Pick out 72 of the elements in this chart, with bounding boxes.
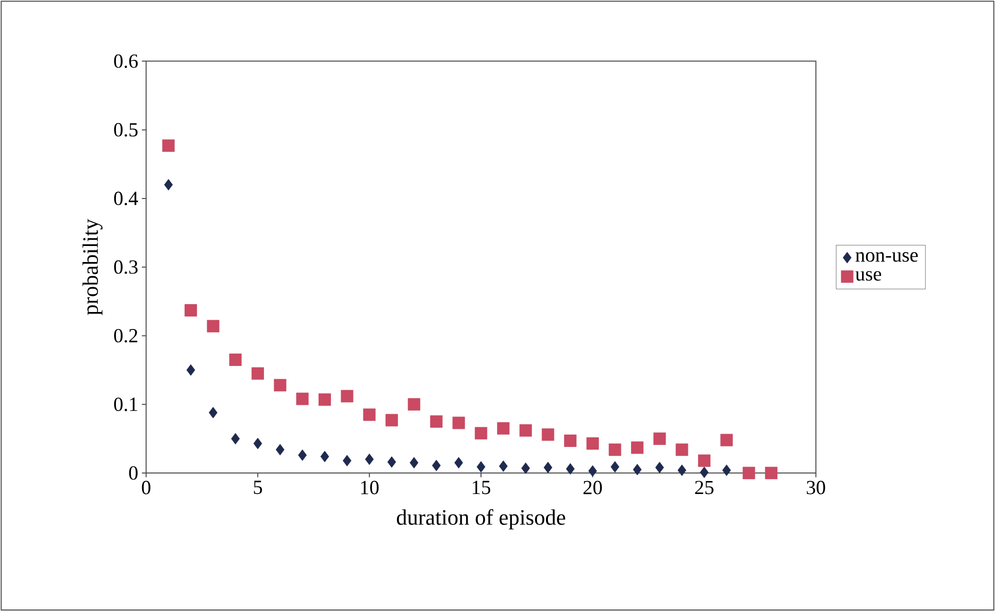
point bbox=[720, 434, 733, 446]
point bbox=[521, 462, 530, 474]
point bbox=[566, 463, 575, 475]
point bbox=[342, 454, 352, 466]
y-tick-label: 0.1 bbox=[114, 398, 138, 412]
point bbox=[430, 415, 443, 428]
legend-label: non-use bbox=[856, 252, 918, 262]
point bbox=[274, 378, 286, 392]
point bbox=[387, 456, 396, 468]
point bbox=[410, 456, 418, 468]
point bbox=[408, 398, 420, 410]
point bbox=[742, 466, 756, 480]
point bbox=[432, 460, 441, 472]
point bbox=[655, 462, 664, 474]
point bbox=[698, 454, 710, 467]
point bbox=[454, 456, 464, 468]
point bbox=[164, 178, 173, 190]
point bbox=[231, 432, 240, 444]
point bbox=[253, 438, 262, 450]
point bbox=[610, 461, 620, 472]
point bbox=[296, 392, 309, 405]
point bbox=[298, 449, 307, 461]
y-tick-label: 0.5 bbox=[114, 122, 138, 137]
x-axis-title: duration of episode bbox=[396, 509, 566, 530]
point bbox=[476, 461, 486, 472]
point bbox=[497, 422, 510, 435]
point bbox=[184, 304, 197, 316]
point bbox=[676, 443, 688, 456]
point bbox=[206, 320, 220, 332]
x-tick-label: 25 bbox=[695, 480, 714, 494]
x-tick-label: 20 bbox=[584, 480, 602, 494]
point bbox=[162, 139, 175, 152]
point bbox=[208, 406, 218, 418]
point bbox=[186, 364, 196, 376]
point bbox=[542, 428, 554, 441]
point bbox=[363, 408, 376, 421]
point bbox=[544, 462, 552, 474]
point bbox=[588, 465, 597, 477]
point bbox=[452, 416, 465, 430]
point bbox=[386, 414, 398, 426]
point bbox=[586, 437, 599, 450]
y-tick-label: 0.4 bbox=[114, 192, 138, 206]
legend-label: use bbox=[855, 271, 882, 281]
point bbox=[564, 434, 577, 447]
point bbox=[700, 466, 709, 478]
point bbox=[765, 466, 778, 480]
x-tick-label: 10 bbox=[361, 480, 379, 494]
y-axis-title: probability bbox=[82, 218, 102, 315]
point bbox=[608, 443, 622, 456]
point bbox=[474, 426, 488, 440]
point bbox=[519, 424, 532, 437]
x-tick-label: 30 bbox=[806, 480, 826, 494]
y-tick-label: 0.6 bbox=[114, 54, 138, 68]
point bbox=[631, 441, 644, 454]
y-tick-label: 0 bbox=[129, 466, 138, 480]
point bbox=[678, 464, 686, 476]
x-tick-label: 0 bbox=[142, 480, 150, 494]
point bbox=[318, 393, 331, 406]
point bbox=[276, 444, 284, 456]
point bbox=[252, 367, 264, 380]
point bbox=[229, 353, 242, 366]
point bbox=[499, 460, 508, 472]
y-tick-label: 0.2 bbox=[114, 328, 138, 342]
point bbox=[365, 454, 374, 465]
y-tick-label: 0.3 bbox=[114, 260, 138, 274]
point bbox=[320, 450, 330, 462]
point bbox=[653, 432, 666, 445]
x-tick-label: 5 bbox=[254, 480, 262, 494]
point bbox=[722, 464, 731, 476]
x-tick-label: 15 bbox=[472, 480, 490, 494]
point bbox=[340, 390, 354, 402]
point bbox=[632, 464, 642, 476]
